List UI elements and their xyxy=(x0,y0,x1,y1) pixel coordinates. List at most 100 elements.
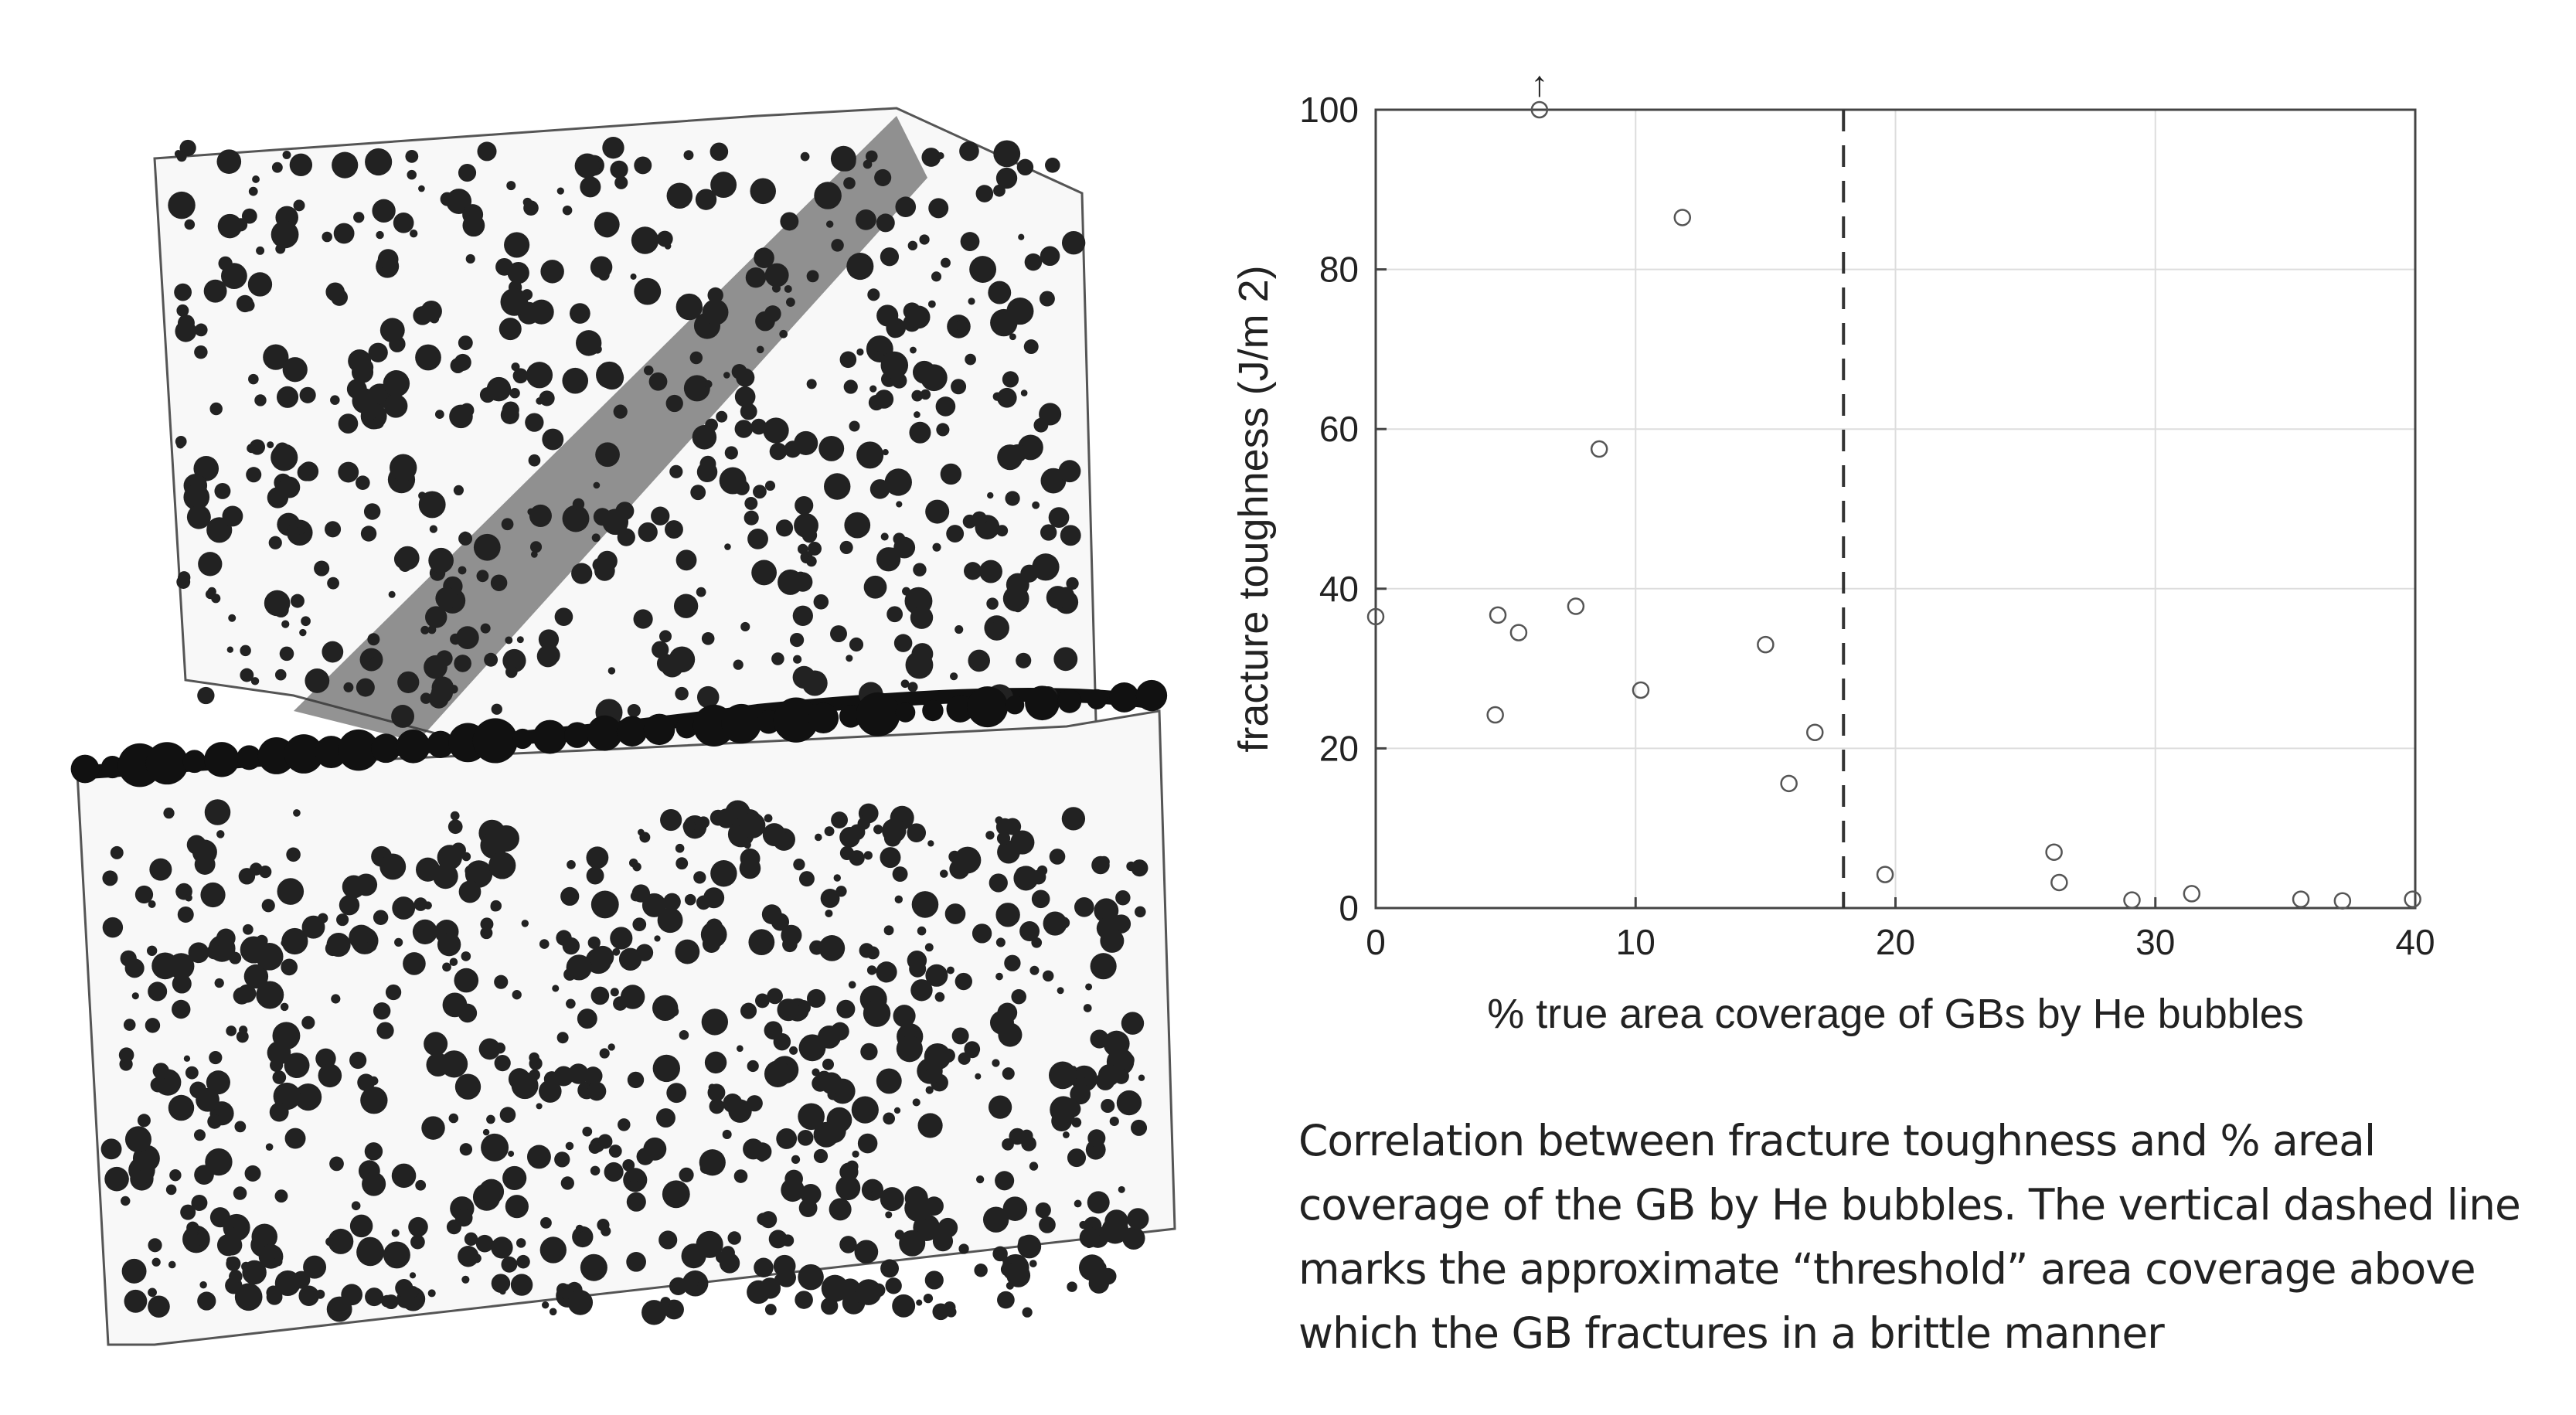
bubble-dot xyxy=(539,390,555,406)
bubble-dot xyxy=(830,145,856,172)
bubble-dot xyxy=(620,985,645,1009)
bubble-dot xyxy=(835,1175,861,1201)
bubble-dot xyxy=(839,351,857,369)
bubble-dot xyxy=(781,924,802,946)
bubble-dot xyxy=(665,394,683,413)
bubble-dot xyxy=(851,1096,879,1124)
bubble-dot xyxy=(610,988,619,997)
bubble-dot xyxy=(880,351,909,379)
bubble-dot xyxy=(528,454,541,467)
bubble-dot xyxy=(104,1166,129,1192)
bubble-dot xyxy=(892,1294,916,1318)
bubble-dot xyxy=(911,389,924,402)
caption-line: Correlation between fracture toughness a… xyxy=(1298,1116,2376,1165)
bubble-dot xyxy=(458,566,467,575)
bubble-dot xyxy=(440,192,454,206)
bubble-dot xyxy=(205,1148,233,1176)
bubble-dot xyxy=(614,175,628,189)
bubble-dot xyxy=(408,1216,428,1237)
bubble-dot xyxy=(598,219,617,238)
bubble-dot xyxy=(240,668,254,682)
bubble-dot xyxy=(692,425,717,450)
bubble-dot xyxy=(798,1264,824,1291)
bubble-dot xyxy=(1005,491,1020,506)
bubble-dot xyxy=(696,587,706,597)
bubble-dot xyxy=(198,552,223,577)
bubble-dot xyxy=(357,1073,375,1092)
bubble-dot xyxy=(831,239,844,252)
bubble-dot xyxy=(499,1288,506,1295)
bubble-dot xyxy=(1031,937,1043,948)
bubble-dot xyxy=(975,1073,982,1080)
bubble-dot xyxy=(461,531,469,539)
bubble-dot xyxy=(818,435,845,461)
bubble-dot xyxy=(539,939,550,949)
bubble-dot xyxy=(761,904,782,925)
bubble-dot xyxy=(935,396,956,417)
bubble-dot xyxy=(509,388,520,399)
boundary-bubble xyxy=(1135,679,1168,712)
bubble-dot xyxy=(666,1083,687,1104)
bubble-dot xyxy=(1002,585,1029,612)
bubble-dot xyxy=(565,1141,574,1151)
bubble-dot xyxy=(634,156,652,175)
bubble-dot xyxy=(529,299,554,325)
bubble-dot xyxy=(1067,1281,1077,1292)
bubble-dot xyxy=(228,614,237,622)
bubble-dot xyxy=(303,1255,327,1279)
bubble-dot xyxy=(822,1058,834,1070)
bubble-dot xyxy=(659,630,672,643)
bubble-dot xyxy=(409,1272,417,1279)
bubble-dot xyxy=(627,1071,645,1089)
bubble-dot xyxy=(525,413,544,432)
bubble-dot xyxy=(1040,524,1057,541)
bubble-dot xyxy=(1019,921,1040,941)
bubble-dot xyxy=(874,168,892,187)
bubble-dot xyxy=(420,692,432,704)
bubble-dot xyxy=(946,966,955,975)
bubble-dot xyxy=(1035,1202,1051,1219)
bubble-dot xyxy=(925,1086,934,1094)
bubble-dot xyxy=(825,909,833,918)
bubble-dot xyxy=(426,1053,451,1077)
bubble-dot xyxy=(777,998,800,1022)
bubble-dot xyxy=(744,510,759,526)
data-point xyxy=(1876,866,1894,883)
bubble-dot xyxy=(909,960,927,978)
bubble-dot xyxy=(988,1095,1012,1119)
bubble-dot xyxy=(912,1098,920,1107)
bubble-dot xyxy=(242,1260,267,1285)
bubble-dot xyxy=(403,952,426,975)
bubble-dot xyxy=(699,455,716,472)
bubble-dot xyxy=(997,444,1023,471)
bubble-dot xyxy=(700,921,727,948)
x-axis-label: % true area coverage of GBs by He bubble… xyxy=(1487,991,2304,1037)
bubble-dot xyxy=(739,857,761,879)
bubble-dot xyxy=(910,346,917,354)
bubble-dot xyxy=(989,873,1008,893)
bubble-dot xyxy=(855,1279,882,1305)
bubble-dot xyxy=(951,1027,969,1045)
bubble-dot xyxy=(574,153,600,179)
bubble-dot xyxy=(214,978,224,988)
boundary-bubble xyxy=(396,729,430,764)
bubble-dot xyxy=(584,1066,603,1086)
bubble-dot xyxy=(1000,389,1016,405)
bubble-dot xyxy=(234,1121,247,1133)
bubble-dot xyxy=(643,1137,667,1161)
bubble-dot xyxy=(536,1103,543,1110)
bubble-dot xyxy=(1092,1260,1107,1275)
bubble-dot xyxy=(607,1043,615,1051)
bubble-dot xyxy=(924,1270,944,1290)
bubble-dot xyxy=(326,1296,352,1322)
bubble-dot xyxy=(566,998,576,1009)
boundary-bubble xyxy=(204,742,240,777)
bubble-dot xyxy=(707,287,723,304)
bubble-dot xyxy=(940,463,962,485)
bubble-dot xyxy=(798,1034,826,1062)
bubble-dot xyxy=(596,361,623,389)
bubble-dot xyxy=(955,972,972,991)
bubble-dot xyxy=(293,809,301,817)
bubble-dot xyxy=(186,505,211,529)
y-axis-label: fracture toughness (J/m 2) xyxy=(1230,265,1277,752)
